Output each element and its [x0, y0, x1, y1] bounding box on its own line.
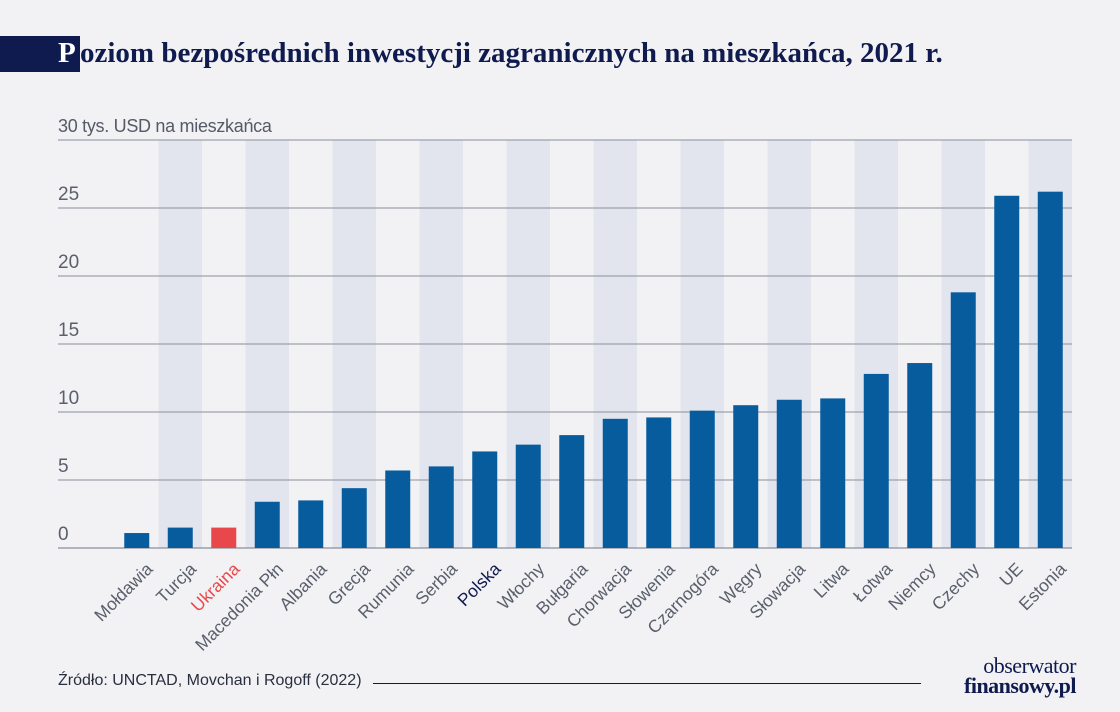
bar-15 [776, 399, 802, 548]
bar-7 [428, 466, 454, 548]
bar-5 [341, 488, 367, 548]
bar-13 [689, 410, 715, 548]
x-tick-label: Albania [275, 559, 331, 615]
y-tick-label: 15 [58, 320, 79, 341]
bar-16 [820, 398, 846, 548]
title-initial: P [58, 37, 76, 69]
y-tick-label: 0 [58, 524, 69, 545]
publisher-logo: obserwator finansowy.pl [936, 653, 1077, 698]
x-tick-label: Niemcy [884, 559, 940, 615]
bar-18 [907, 363, 933, 548]
bar-8 [472, 451, 498, 548]
bar-12 [646, 417, 672, 548]
bar-9 [515, 444, 541, 548]
x-tick-label: Estonia [1015, 559, 1071, 615]
bar-17 [863, 373, 889, 548]
bar-4 [298, 500, 324, 548]
bar-14 [733, 405, 759, 548]
title-accent-bar [0, 36, 80, 72]
x-tick-label: Czechy [928, 559, 984, 615]
x-tick-label: Serbia [411, 559, 461, 609]
y-tick-label: 5 [58, 456, 69, 477]
bar-2 [211, 527, 237, 548]
bar-1 [167, 527, 193, 548]
x-tick-label: Litwa [810, 559, 853, 602]
bar-3 [254, 501, 280, 548]
y-tick-label: 10 [58, 388, 79, 409]
logo-line-2: finansowy.pl [964, 673, 1077, 698]
bar-19 [950, 292, 976, 548]
bar-10 [559, 435, 585, 548]
x-tick-label: Mołdawia [90, 559, 157, 626]
bar-11 [602, 418, 628, 548]
y-tick-label: 20 [58, 252, 79, 273]
bar-6 [385, 470, 411, 548]
x-tick-label: UE [995, 559, 1026, 590]
bar-20 [994, 195, 1020, 548]
bar-0 [124, 533, 150, 548]
source-note: Źródło: UNCTAD, Movchan i Rogoff (2022) [58, 672, 362, 689]
logo-line-1: obserwator [983, 653, 1076, 678]
y-axis-label: 30 tys. USD na mieszkańca [58, 116, 272, 136]
y-tick-label: 25 [58, 184, 79, 205]
source-divider [373, 683, 921, 684]
chart-title: oziom bezpośrednich inwestycji zagranicz… [80, 37, 943, 69]
bar-21 [1037, 191, 1063, 548]
